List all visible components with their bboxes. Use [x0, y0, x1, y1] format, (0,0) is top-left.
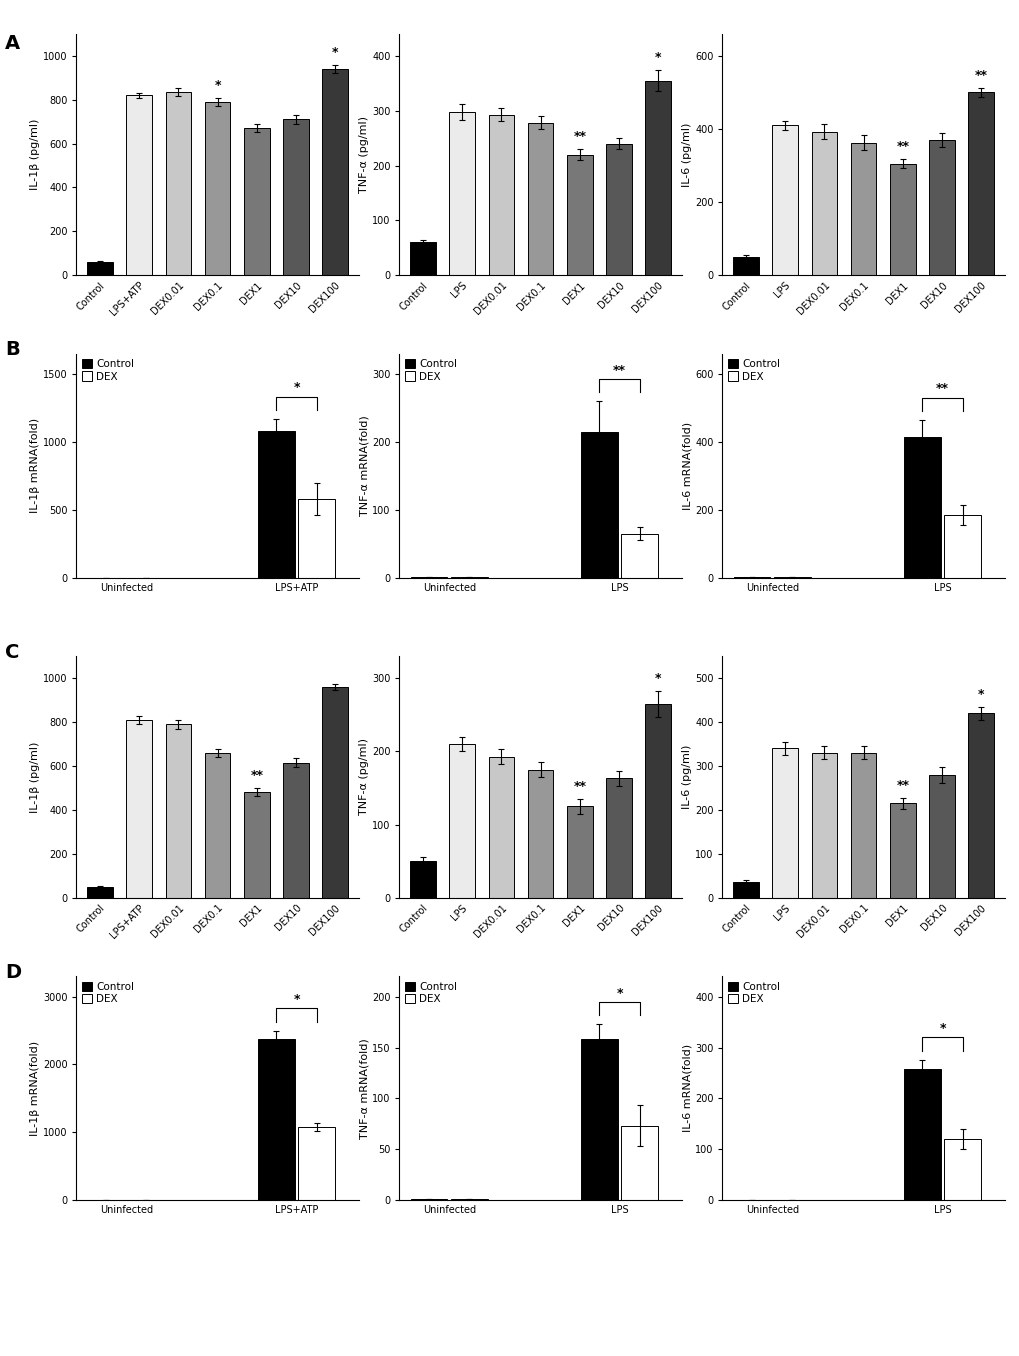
Text: C: C	[5, 643, 19, 662]
Bar	[904, 1069, 940, 1200]
Text: *: *	[977, 687, 983, 701]
Text: *: *	[293, 993, 300, 1006]
Bar	[205, 102, 230, 275]
Bar	[88, 262, 113, 275]
Bar	[733, 258, 758, 275]
Bar	[244, 129, 269, 275]
Bar	[771, 125, 797, 275]
Text: **: **	[573, 130, 586, 144]
Y-axis label: IL-1β (pg/ml): IL-1β (pg/ml)	[31, 742, 40, 812]
Y-axis label: IL-6 (pg/ml): IL-6 (pg/ml)	[682, 122, 692, 187]
Y-axis label: TNF-α mRNA(fold): TNF-α mRNA(fold)	[359, 415, 369, 517]
Bar	[244, 792, 269, 898]
Bar	[581, 433, 616, 578]
Bar	[605, 144, 631, 275]
Text: *: *	[615, 987, 623, 999]
Y-axis label: TNF-α (pg/ml): TNF-α (pg/ml)	[359, 739, 369, 815]
Bar	[850, 142, 875, 275]
Bar	[621, 534, 657, 578]
Bar	[605, 778, 631, 898]
Y-axis label: TNF-α mRNA(fold): TNF-α mRNA(fold)	[359, 1037, 369, 1139]
Bar	[126, 95, 152, 275]
Bar	[811, 132, 837, 275]
Bar	[322, 69, 347, 275]
Text: **: **	[896, 140, 908, 153]
Bar	[645, 704, 671, 898]
Bar	[850, 753, 875, 898]
Y-axis label: IL-6 (pg/ml): IL-6 (pg/ml)	[682, 744, 692, 810]
Text: *: *	[654, 50, 660, 64]
Legend: Control, DEX: Control, DEX	[727, 982, 780, 1003]
Y-axis label: IL-6 mRNA(fold): IL-6 mRNA(fold)	[682, 1044, 692, 1132]
Text: *: *	[331, 46, 338, 60]
Bar	[733, 883, 758, 898]
Bar	[126, 720, 152, 898]
Bar	[488, 757, 514, 898]
Text: **: **	[935, 382, 948, 396]
Bar	[890, 803, 915, 898]
Bar	[928, 140, 954, 275]
Text: *: *	[654, 671, 660, 685]
Bar	[567, 807, 592, 898]
Text: **: **	[612, 363, 626, 377]
Bar	[581, 1040, 616, 1200]
Y-axis label: IL-1β mRNA(fold): IL-1β mRNA(fold)	[30, 418, 40, 514]
Bar	[890, 164, 915, 275]
Text: *: *	[214, 79, 221, 92]
Text: *: *	[938, 1022, 945, 1035]
Y-axis label: IL-1β (pg/ml): IL-1β (pg/ml)	[31, 119, 40, 190]
Text: **: **	[250, 769, 263, 782]
Bar	[528, 123, 552, 275]
Bar	[88, 887, 113, 898]
Bar	[967, 92, 993, 275]
Legend: Control, DEX: Control, DEX	[405, 359, 457, 381]
Bar	[928, 774, 954, 898]
Bar	[165, 92, 191, 275]
Bar	[645, 80, 671, 275]
Text: **: **	[974, 69, 986, 81]
Bar	[904, 437, 940, 578]
Legend: Control, DEX: Control, DEX	[405, 982, 457, 1003]
Y-axis label: IL-6 mRNA(fold): IL-6 mRNA(fold)	[682, 422, 692, 510]
Bar	[944, 515, 980, 578]
Bar	[621, 1125, 657, 1200]
Text: **: **	[896, 778, 908, 792]
Bar	[567, 155, 592, 275]
Bar	[967, 713, 993, 898]
Text: A: A	[5, 34, 20, 53]
Bar	[410, 861, 435, 898]
Legend: Control, DEX: Control, DEX	[727, 359, 780, 381]
Bar	[811, 753, 837, 898]
Bar	[449, 111, 475, 275]
Text: B: B	[5, 340, 19, 359]
Text: D: D	[5, 963, 21, 982]
Bar	[944, 1139, 980, 1200]
Y-axis label: TNF-α (pg/ml): TNF-α (pg/ml)	[359, 117, 369, 193]
Bar	[771, 749, 797, 898]
Legend: Control, DEX: Control, DEX	[82, 359, 135, 381]
Bar	[449, 744, 475, 898]
Text: *: *	[293, 381, 300, 395]
Bar	[283, 762, 309, 898]
Bar	[528, 770, 552, 898]
Bar	[322, 687, 347, 898]
Bar	[258, 431, 294, 578]
Bar	[165, 724, 191, 898]
Bar	[410, 243, 435, 275]
Bar	[488, 114, 514, 275]
Bar	[299, 1127, 334, 1200]
Bar	[258, 1039, 294, 1200]
Bar	[299, 499, 334, 578]
Bar	[283, 119, 309, 275]
Bar	[205, 753, 230, 898]
Text: **: **	[573, 780, 586, 793]
Y-axis label: IL-1β mRNA(fold): IL-1β mRNA(fold)	[30, 1040, 40, 1136]
Legend: Control, DEX: Control, DEX	[82, 982, 135, 1003]
